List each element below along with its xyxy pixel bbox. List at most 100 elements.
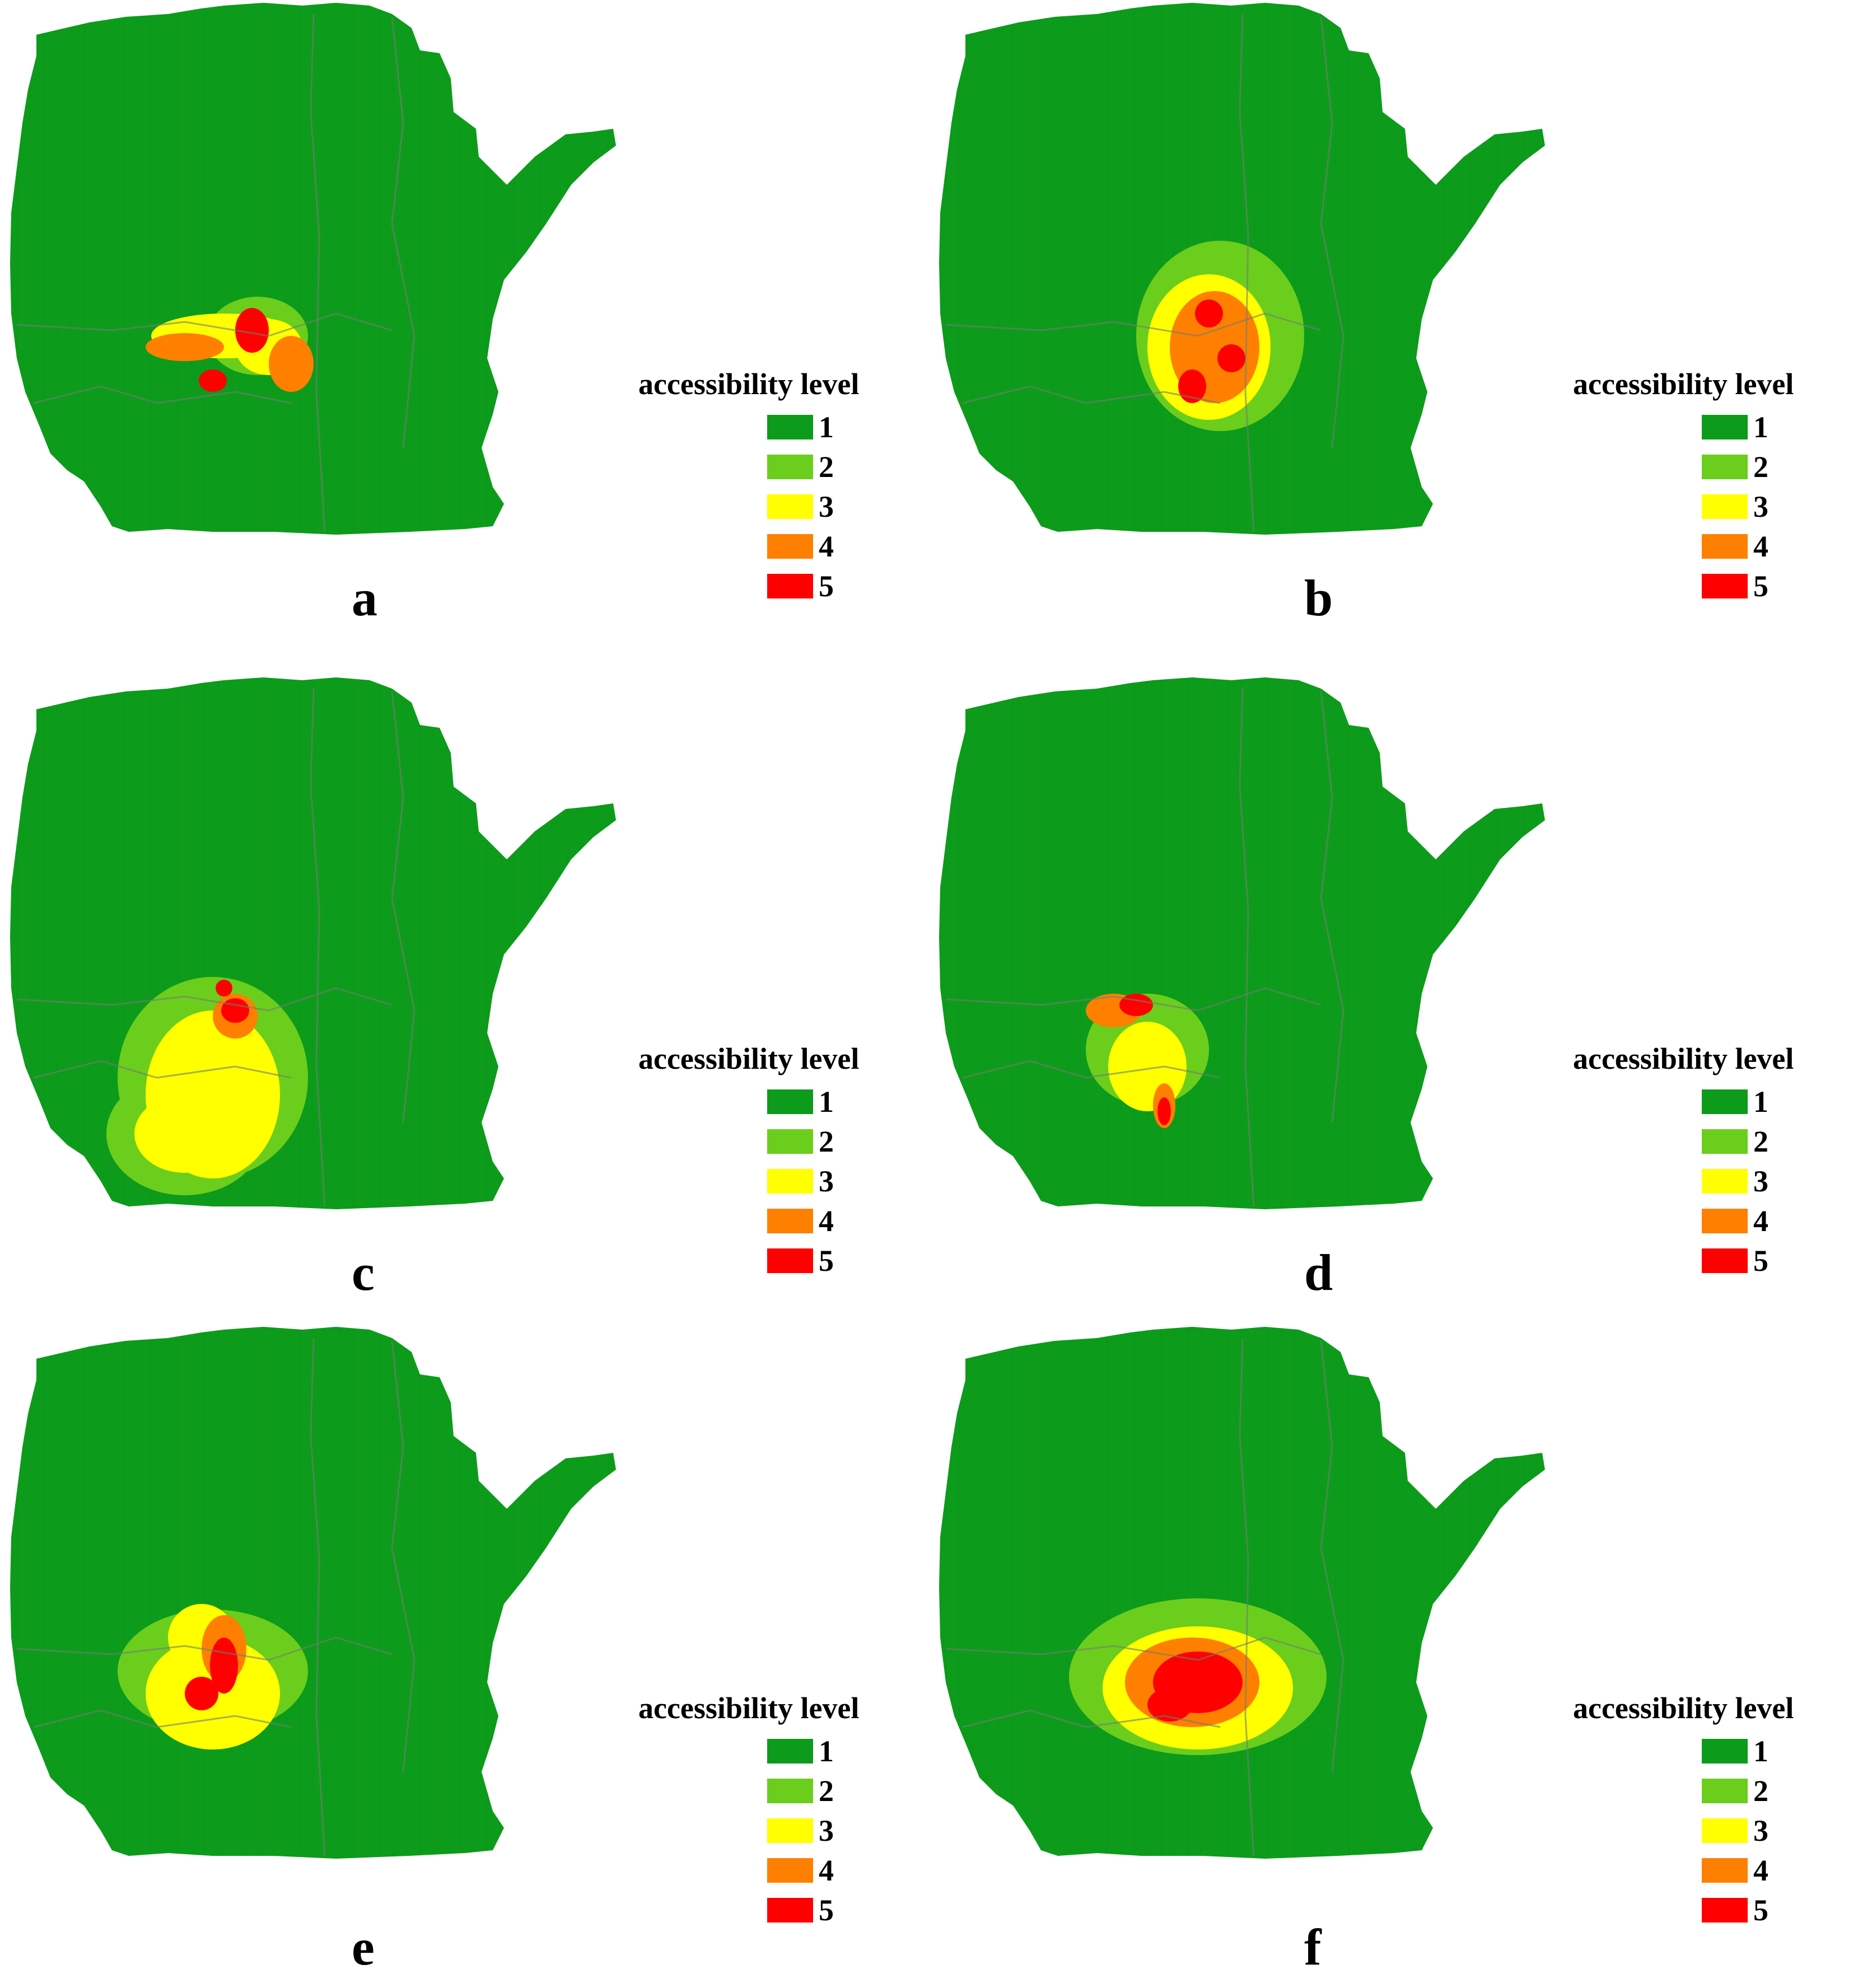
legend-label: 3 (1753, 1164, 1768, 1198)
panel-letter-c: c (352, 1244, 375, 1301)
legend-swatch-1 (1702, 414, 1748, 439)
legend-label: 4 (1753, 1853, 1768, 1887)
legend-f: accessibility level 1 2 3 4 5 (1573, 1691, 1794, 1930)
legend-item-3: 3 (1702, 1811, 1794, 1850)
legend-label: 1 (819, 410, 834, 444)
legend-label: 2 (819, 1774, 834, 1808)
accessibility-zone-level-4 (269, 336, 314, 392)
accessibility-zone-level-5 (1157, 1097, 1171, 1125)
legend-item-5: 5 (1702, 1890, 1794, 1930)
study-area-region (10, 3, 616, 535)
legend-swatch-3 (1702, 1168, 1748, 1194)
legend-label: 2 (1753, 1774, 1768, 1808)
map-panel-b: accessibility level 1 2 3 4 5 b (929, 0, 1858, 662)
legend-item-3: 3 (767, 1161, 859, 1201)
map-panel-c: accessibility level 1 2 3 4 5 c (0, 675, 929, 1337)
legend-item-1: 1 (1702, 407, 1794, 447)
map-c (10, 677, 616, 1209)
legend-swatch-3 (767, 1818, 813, 1843)
legend-label: 5 (1753, 569, 1768, 603)
legend-a: accessibility level 1 2 3 4 5 (638, 367, 859, 606)
district-boundary (945, 1636, 1322, 1661)
legend-label: 1 (1753, 1084, 1768, 1119)
legend-swatch-2 (767, 1778, 813, 1803)
legend-label: 2 (1753, 1124, 1768, 1158)
district-boundary (33, 1709, 292, 1728)
district-boundary (310, 13, 326, 532)
legend-item-5: 5 (1702, 1241, 1794, 1280)
map-panel-f: accessibility level 1 2 3 4 5 f (929, 1324, 1858, 1986)
legend-swatch-3 (767, 494, 813, 519)
study-area-region (939, 1327, 1545, 1859)
district-boundary (310, 1337, 326, 1856)
legend-swatch-4 (1702, 534, 1748, 559)
panel-letter-a: a (352, 569, 377, 626)
legend-item-2: 2 (767, 1121, 859, 1161)
map-panel-d: accessibility level 1 2 3 4 5 d (929, 675, 1858, 1337)
legend-swatch-4 (767, 534, 813, 559)
legend-label: 1 (1753, 410, 1768, 444)
legend-title: accessibility level (1573, 1691, 1794, 1725)
legend-swatch-2 (1702, 454, 1748, 479)
legend-swatch-3 (1702, 494, 1748, 519)
legend-item-2: 2 (767, 447, 859, 487)
district-boundary (391, 1340, 416, 1772)
accessibility-zone-level-3 (134, 1094, 235, 1173)
legend-item-1: 1 (1702, 1082, 1794, 1121)
legend-item-4: 4 (1702, 526, 1794, 566)
legend-item-3: 3 (767, 487, 859, 526)
legend-swatch-4 (767, 1858, 813, 1883)
legend-swatch-1 (767, 1089, 813, 1114)
district-boundary (1239, 1337, 1255, 1856)
legend-item-2: 2 (1702, 1121, 1794, 1161)
legend-label: 1 (819, 1084, 834, 1119)
legend-title: accessibility level (1573, 1042, 1794, 1075)
map-b (939, 3, 1545, 535)
legend-item-5: 5 (767, 1241, 859, 1280)
legend-item-2: 2 (1702, 447, 1794, 487)
legend-c: accessibility level 1 2 3 4 5 (638, 1041, 859, 1280)
district-boundary (16, 1636, 393, 1661)
legend-item-4: 4 (767, 526, 859, 566)
district-boundary (962, 1709, 1221, 1728)
map-a (10, 3, 616, 535)
legend-label: 2 (1753, 450, 1768, 484)
legend-b: accessibility level 1 2 3 4 5 (1573, 367, 1794, 606)
legend-label: 4 (1753, 529, 1768, 563)
legend-item-2: 2 (767, 1771, 859, 1811)
legend-label: 5 (819, 1243, 834, 1278)
legend-label: 5 (819, 569, 834, 603)
legend-swatch-4 (767, 1208, 813, 1233)
legend-label: 3 (819, 1813, 834, 1847)
district-boundary (16, 312, 393, 337)
accessibility-zone-level-5 (185, 1677, 218, 1710)
district-boundary (16, 987, 393, 1012)
accessibility-zone-level-5 (1217, 344, 1245, 372)
district-boundary (310, 688, 326, 1207)
accessibility-zone-level-5 (1119, 994, 1153, 1016)
district-boundary (962, 385, 1221, 404)
accessibility-zone-level-5 (235, 308, 269, 353)
district-boundary (1239, 13, 1255, 532)
legend-item-4: 4 (767, 1201, 859, 1241)
legend-label: 3 (819, 489, 834, 523)
district-boundary (945, 987, 1322, 1012)
study-area-region (939, 677, 1545, 1209)
legend-swatch-1 (767, 1738, 813, 1764)
legend-swatch-3 (767, 1168, 813, 1194)
legend-label: 2 (819, 1124, 834, 1158)
legend-label: 5 (1753, 1893, 1768, 1927)
district-boundary (33, 385, 292, 404)
legend-item-3: 3 (1702, 1161, 1794, 1201)
district-boundary (1320, 16, 1345, 448)
legend-item-3: 3 (767, 1811, 859, 1850)
panel-letter-b: b (1304, 569, 1333, 626)
district-boundary (1320, 1340, 1345, 1772)
legend-title: accessibility level (1573, 367, 1794, 401)
legend-item-5: 5 (767, 1890, 859, 1930)
legend-label: 3 (1753, 489, 1768, 523)
legend-item-4: 4 (1702, 1850, 1794, 1890)
district-boundary (1320, 691, 1345, 1123)
accessibility-zone-level-5 (216, 980, 232, 997)
legend-title: accessibility level (638, 1042, 860, 1075)
